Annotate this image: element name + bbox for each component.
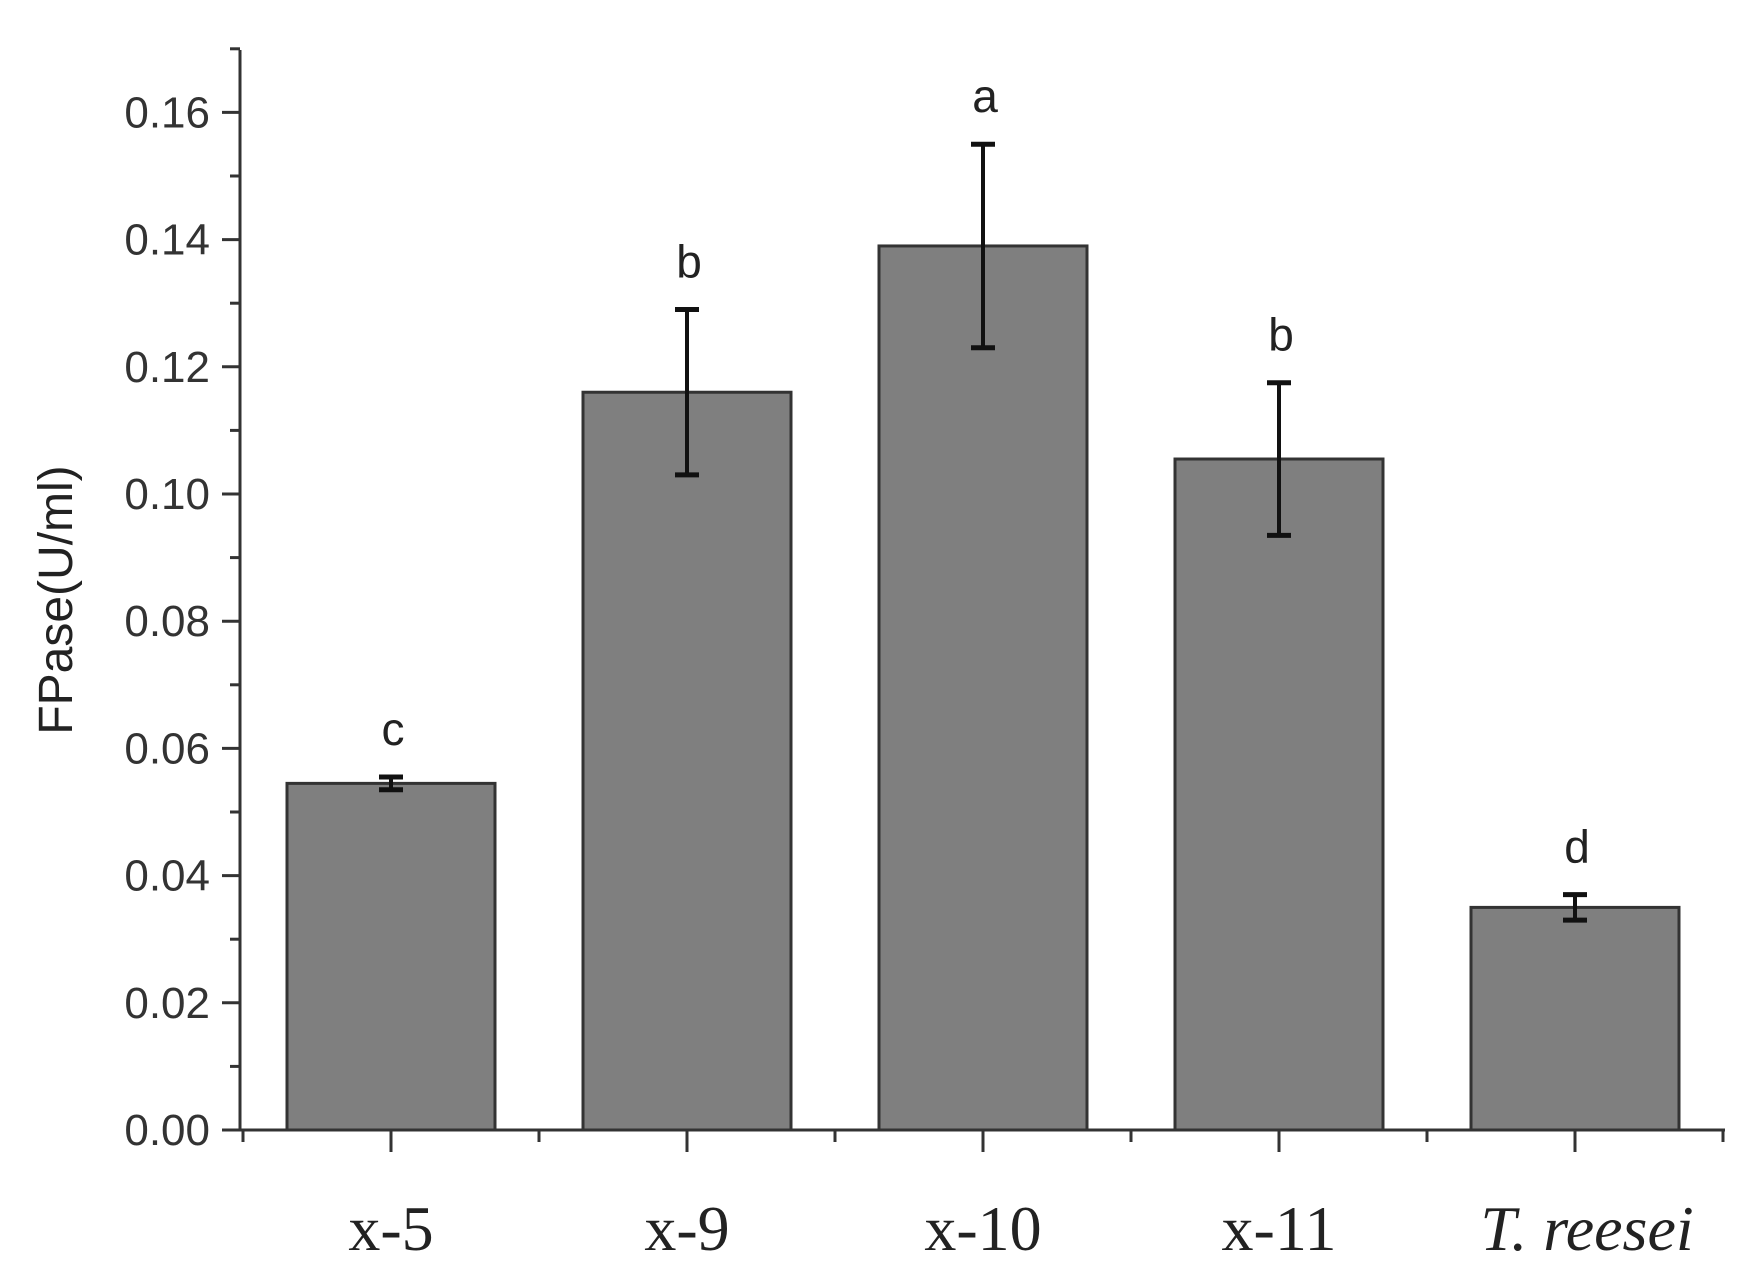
bar-2 [581,390,793,1132]
bar-3 [877,244,1089,1132]
error-bar-2 [675,307,699,478]
x-tick-label-5: T. reesei [1480,1193,1693,1264]
bar-1 [285,781,497,1132]
y-tick-label-9: 0.16 [124,88,210,137]
error-bar-1 [379,774,403,793]
y-tick-label-6: 0.10 [124,470,210,519]
y-tick-label-3: 0.04 [124,852,210,901]
significance-label-5: d [1564,821,1590,873]
bars-group [285,244,1681,1132]
error-bar-5 [1563,892,1587,923]
y-tick-label-8: 0.14 [124,216,210,265]
labels-group: c x-5 b x-9 a x-10 b x-11 d T. reesei 0.00 0.02 0.04… [30,70,1694,1264]
significance-label-4: b [1268,309,1294,361]
significance-label-2: b [676,236,702,288]
error-bars-group [379,141,1587,923]
y-axis-label: FPase(U/ml) [30,465,83,734]
y-tick-label-2: 0.02 [124,979,210,1028]
y-tick-label-4: 0.06 [124,724,210,773]
x-tick-label-2: x-9 [644,1193,729,1264]
bar-5 [1469,905,1681,1132]
x-tick-label-1: x-5 [348,1193,433,1264]
significance-label-1: c [382,703,405,755]
y-tick-label-7: 0.12 [124,343,210,392]
significance-label-3: a [972,70,998,122]
axes-group [222,47,1725,1152]
x-tick-label-3: x-10 [924,1193,1041,1264]
error-bar-4 [1267,380,1291,538]
error-bar-3 [971,141,995,351]
y-tick-label-1: 0.00 [124,1106,210,1155]
bar-4 [1173,457,1385,1132]
x-tick-label-4: x-11 [1222,1193,1337,1264]
y-tick-label-5: 0.08 [124,597,210,646]
